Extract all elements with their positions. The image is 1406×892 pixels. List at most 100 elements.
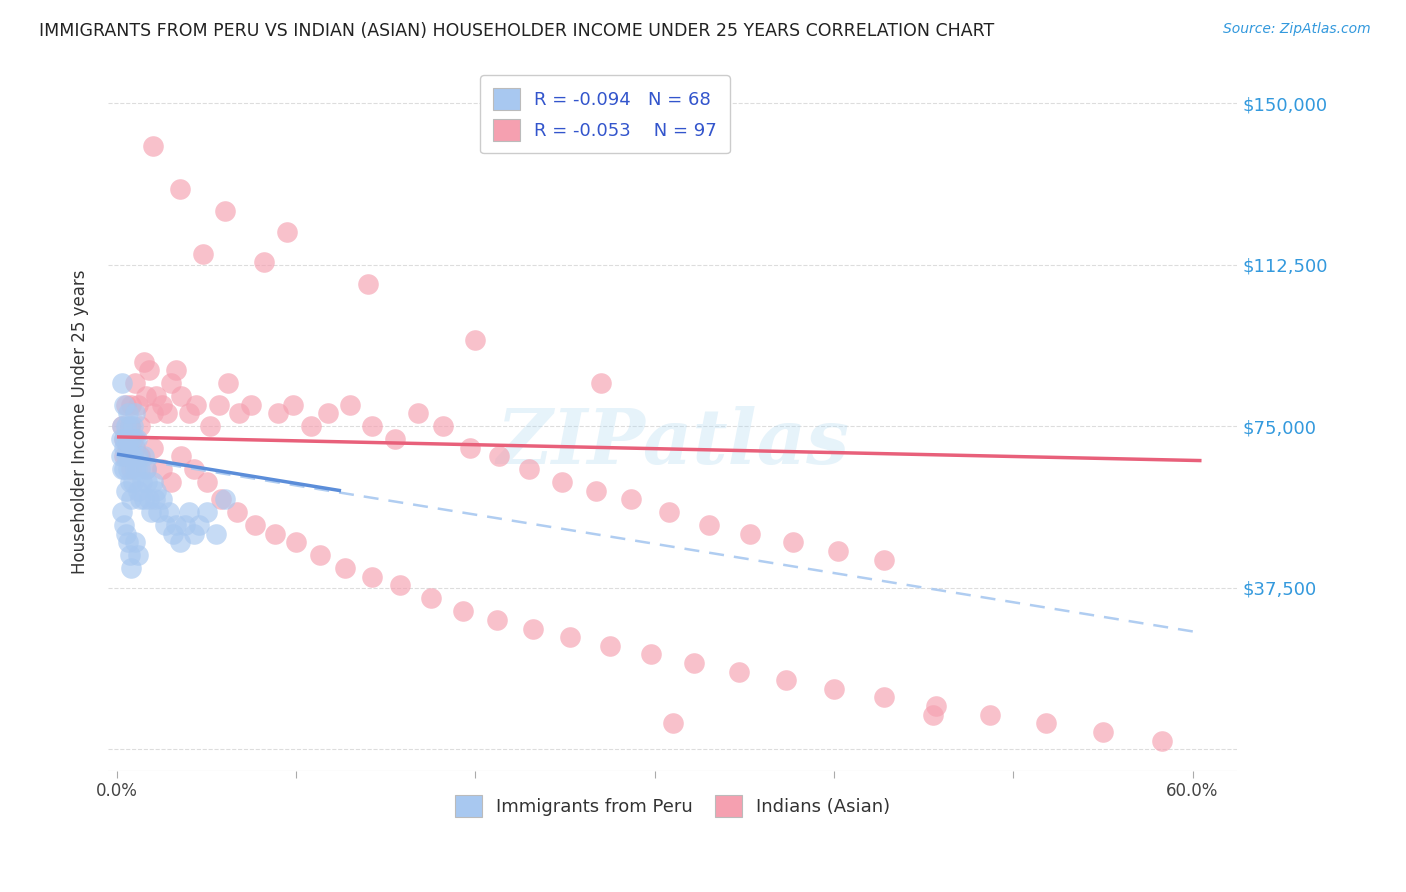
- Point: [299, 419, 322, 434]
- Point: [318, 406, 340, 420]
- Point: [432, 419, 454, 434]
- Point: [333, 561, 356, 575]
- Point: [517, 462, 540, 476]
- Point: [135, 462, 157, 476]
- Point: [117, 432, 139, 446]
- Point: [129, 492, 152, 507]
- Point: [728, 665, 751, 679]
- Point: [122, 475, 145, 490]
- Point: [124, 535, 146, 549]
- Point: [142, 406, 165, 420]
- Point: [129, 462, 152, 476]
- Point: [209, 492, 232, 507]
- Point: [169, 182, 191, 196]
- Y-axis label: Householder Income Under 25 years: Householder Income Under 25 years: [72, 269, 89, 574]
- Point: [177, 406, 200, 420]
- Point: [124, 441, 146, 455]
- Point: [145, 483, 167, 498]
- Point: [419, 591, 441, 606]
- Point: [1035, 716, 1057, 731]
- Point: [458, 441, 481, 455]
- Point: [110, 450, 132, 464]
- Point: [117, 450, 139, 464]
- Point: [263, 526, 285, 541]
- Point: [118, 419, 141, 434]
- Point: [198, 419, 221, 434]
- Point: [208, 398, 231, 412]
- Point: [122, 432, 145, 446]
- Point: [111, 462, 134, 476]
- Point: [129, 450, 152, 464]
- Point: [120, 450, 142, 464]
- Point: [156, 406, 179, 420]
- Point: [921, 707, 943, 722]
- Point: [122, 419, 145, 434]
- Point: [120, 462, 142, 476]
- Point: [214, 203, 236, 218]
- Point: [117, 535, 139, 549]
- Point: [129, 419, 152, 434]
- Point: [132, 450, 155, 464]
- Point: [195, 505, 218, 519]
- Point: [139, 505, 162, 519]
- Point: [112, 462, 135, 476]
- Point: [165, 518, 187, 533]
- Point: [124, 432, 146, 446]
- Point: [188, 518, 211, 533]
- Point: [661, 716, 683, 731]
- Point: [339, 398, 361, 412]
- Point: [488, 450, 510, 464]
- Point: [112, 441, 135, 455]
- Point: [150, 398, 173, 412]
- Point: [589, 376, 612, 390]
- Point: [111, 505, 134, 519]
- Point: [111, 376, 134, 390]
- Point: [118, 475, 141, 490]
- Point: [142, 441, 165, 455]
- Point: [118, 432, 141, 446]
- Point: [120, 432, 142, 446]
- Point: [738, 526, 761, 541]
- Point: [150, 462, 173, 476]
- Point: [550, 475, 572, 490]
- Point: [124, 376, 146, 390]
- Point: [360, 419, 382, 434]
- Point: [148, 505, 170, 519]
- Point: [823, 681, 845, 696]
- Point: [640, 648, 662, 662]
- Point: [267, 406, 290, 420]
- Point: [112, 432, 135, 446]
- Point: [169, 535, 191, 549]
- Point: [873, 690, 896, 705]
- Point: [451, 604, 474, 618]
- Point: [115, 450, 138, 464]
- Point: [118, 450, 141, 464]
- Point: [697, 518, 720, 533]
- Point: [112, 398, 135, 412]
- Point: [217, 376, 239, 390]
- Point: [111, 419, 134, 434]
- Point: [485, 613, 508, 627]
- Text: ZIPatlas: ZIPatlas: [496, 406, 849, 480]
- Point: [1091, 725, 1114, 739]
- Point: [253, 255, 276, 269]
- Point: [925, 699, 948, 714]
- Point: [308, 549, 330, 563]
- Point: [782, 535, 804, 549]
- Point: [112, 432, 135, 446]
- Point: [683, 656, 706, 670]
- Point: [162, 526, 184, 541]
- Point: [135, 462, 157, 476]
- Point: [243, 518, 266, 533]
- Point: [599, 639, 621, 653]
- Point: [170, 450, 193, 464]
- Point: [191, 247, 214, 261]
- Point: [389, 578, 412, 592]
- Point: [112, 450, 135, 464]
- Point: [127, 450, 149, 464]
- Point: [873, 552, 896, 566]
- Point: [174, 518, 197, 533]
- Point: [138, 363, 160, 377]
- Point: [226, 505, 249, 519]
- Point: [127, 549, 149, 563]
